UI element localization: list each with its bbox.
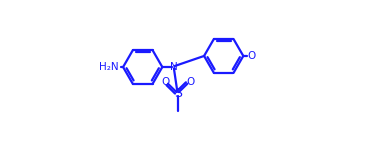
Text: S: S <box>174 87 182 100</box>
Text: N: N <box>169 62 177 72</box>
Text: O: O <box>247 51 256 61</box>
Text: O: O <box>186 77 194 87</box>
Text: H₂N: H₂N <box>99 62 119 72</box>
Text: O: O <box>161 77 169 87</box>
